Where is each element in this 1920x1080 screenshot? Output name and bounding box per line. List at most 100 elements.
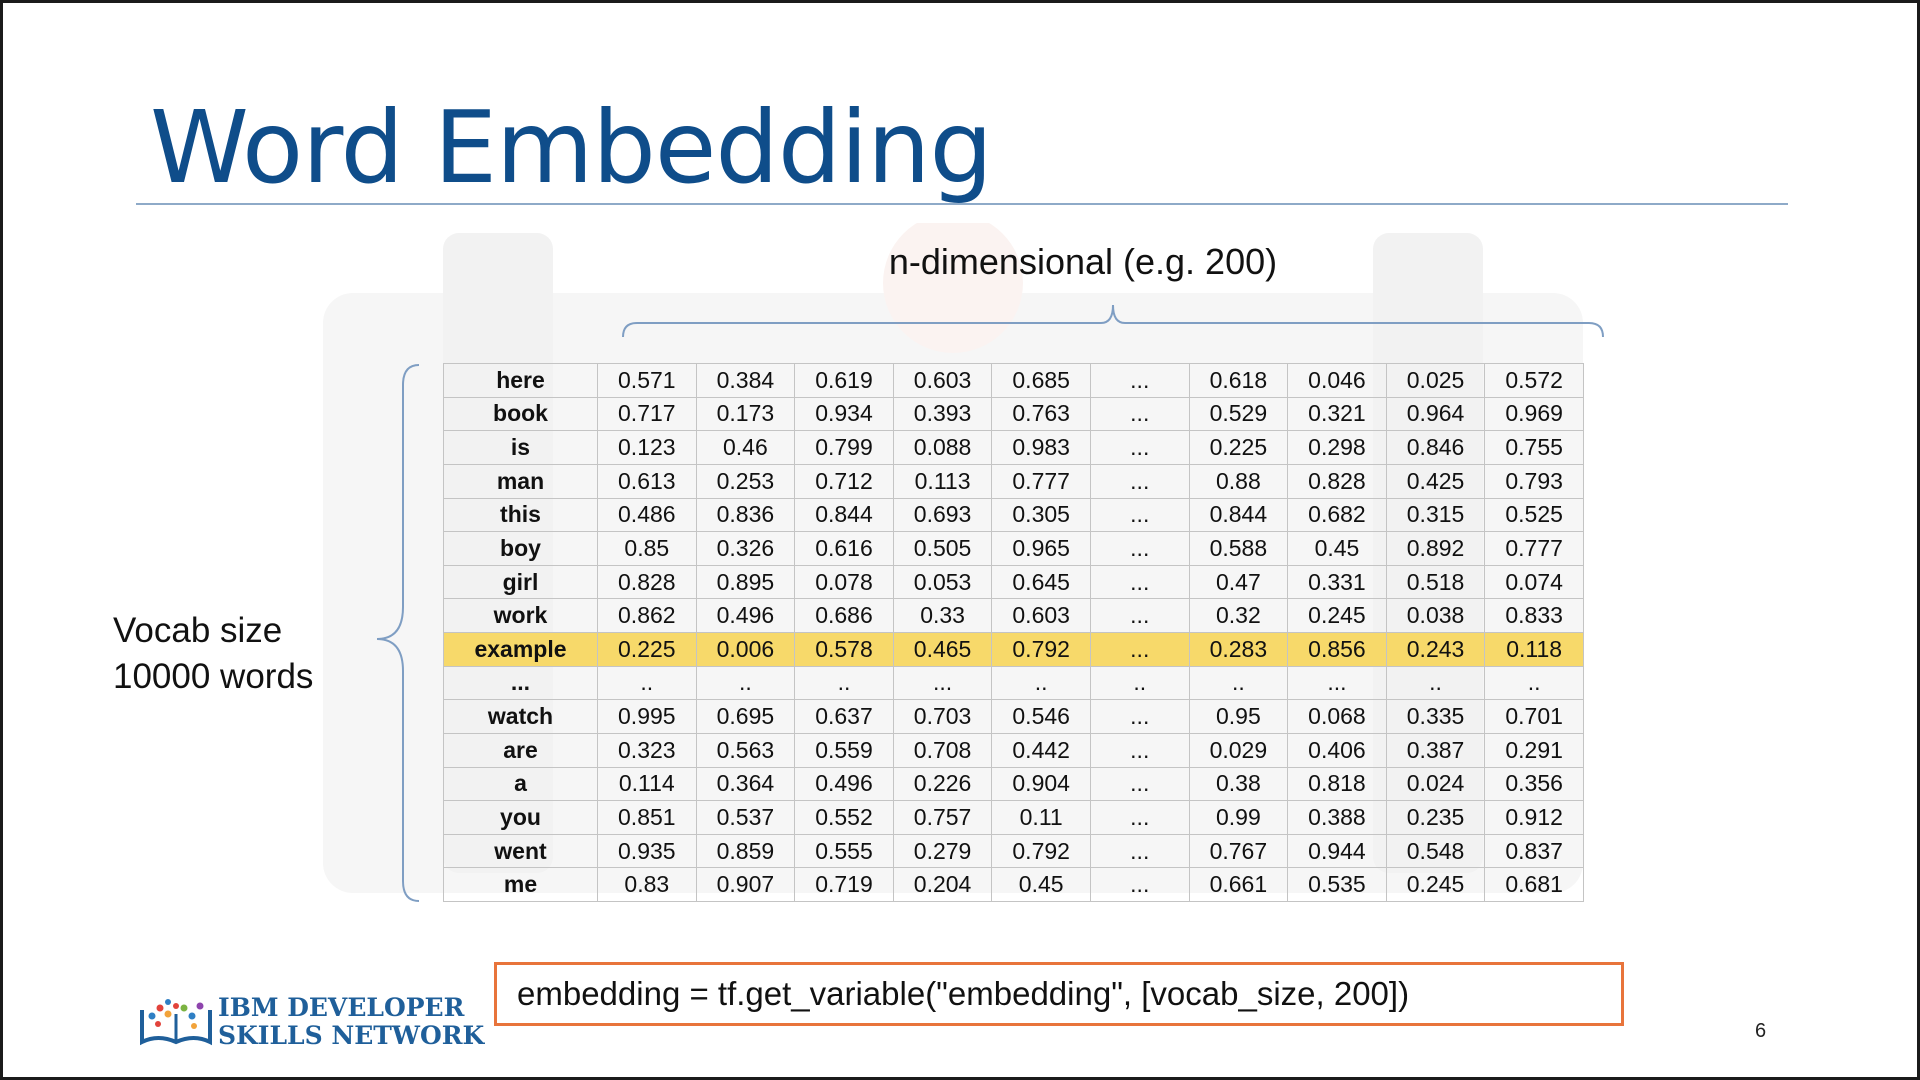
vector-value-cell: 0.799 <box>794 430 894 465</box>
vector-value-cell: ... <box>1089 430 1190 465</box>
vector-value-cell: 0.45 <box>991 867 1091 902</box>
vector-value-cell: ... <box>892 665 993 701</box>
vocab-count-line: 10000 words <box>113 657 314 696</box>
word-cell: you <box>443 800 598 835</box>
vector-value-cell: 0.298 <box>1287 430 1387 465</box>
vector-value-cell: 0.496 <box>794 766 894 802</box>
vector-value-cell: 0.245 <box>1385 867 1486 902</box>
vector-value-cell: ... <box>1089 497 1190 533</box>
vector-value-cell: 0.616 <box>794 531 894 566</box>
vector-value-cell: 0.393 <box>892 396 993 432</box>
vector-value-cell: 0.123 <box>597 430 697 465</box>
vector-value-cell: 0.892 <box>1385 531 1486 566</box>
vector-value-cell: 0.777 <box>991 463 1091 499</box>
vector-value-cell: 0.912 <box>1484 800 1584 835</box>
vector-value-cell: ... <box>1089 732 1190 768</box>
vector-value-cell: 0.695 <box>695 699 796 734</box>
code-snippet: embedding = tf.get_variable("embedding",… <box>517 975 1410 1012</box>
vector-value-cell: 0.969 <box>1484 396 1584 432</box>
vector-value-cell: 0.603 <box>991 598 1091 633</box>
vector-value-cell: ... <box>1089 463 1190 499</box>
vector-value-cell: 0.681 <box>1484 867 1584 902</box>
title-underline <box>136 203 1788 205</box>
word-cell: example <box>443 632 598 667</box>
vector-value-cell: 0.856 <box>1287 632 1387 667</box>
code-snippet-box: embedding = tf.get_variable("embedding",… <box>494 962 1624 1026</box>
table-row: you 0.851 0.537 0.552 0.757 0.11... 0.99 0.388 0… <box>443 800 1584 835</box>
vector-value-cell: 0.85 <box>597 531 697 566</box>
vector-value-cell: 0.578 <box>794 632 894 667</box>
table-row: man 0.613 0.253 0.712 0.113 0.777... 0.88 0.828… <box>443 463 1584 499</box>
table-row: this 0.486 0.836 0.844 0.693 0.305... 0.844 0.6… <box>443 497 1584 533</box>
word-cell: this <box>443 497 598 533</box>
vector-value-cell: 0.682 <box>1287 497 1387 533</box>
vector-value-cell: ... <box>1089 564 1190 600</box>
vector-value-cell: 0.326 <box>695 531 796 566</box>
vector-value-cell: 0.603 <box>892 363 993 398</box>
vector-value-cell: 0.571 <box>597 363 697 398</box>
word-cell: are <box>443 732 598 768</box>
vector-value-cell: ... <box>1089 598 1190 633</box>
vector-value-cell: .. <box>695 665 796 701</box>
vector-value-cell: 0.046 <box>1287 363 1387 398</box>
vector-value-cell: 0.388 <box>1287 800 1387 835</box>
vector-value-cell: 0.719 <box>794 867 894 902</box>
vertical-brace-icon <box>376 364 420 902</box>
vector-value-cell: 0.496 <box>695 598 796 633</box>
vector-value-cell: 0.053 <box>892 564 993 600</box>
table-row: me 0.83 0.907 0.719 0.204 0.45... 0.661 0.535 0.… <box>443 867 1584 902</box>
vector-value-cell: 0.505 <box>892 531 993 566</box>
table-row-highlighted: example 0.225 0.006 0.578 0.465 0.792... 0.283… <box>443 632 1584 667</box>
vector-value-cell: 0.619 <box>794 363 894 398</box>
word-cell: a <box>443 766 598 802</box>
vector-value-cell: 0.552 <box>794 800 894 835</box>
vector-value-cell: ... <box>1089 531 1190 566</box>
vector-value-cell: ... <box>1089 699 1190 734</box>
table-row: boy 0.85 0.326 0.616 0.505 0.965... 0.588 0.45 0… <box>443 531 1584 566</box>
vector-value-cell: 0.563 <box>695 732 796 768</box>
table-row: girl 0.828 0.895 0.078 0.053 0.645... 0.47 0.33… <box>443 564 1584 600</box>
table-row: watch 0.995 0.695 0.637 0.703 0.546... 0.95 0.0… <box>443 699 1584 734</box>
vector-value-cell: 0.895 <box>695 564 796 600</box>
vector-value-cell: 0.088 <box>892 430 993 465</box>
slide: Word Embedding n-dimensional (e.g. 200) … <box>3 3 1917 1077</box>
vector-value-cell: 0.693 <box>892 497 993 533</box>
vector-value-cell: ... <box>1089 833 1190 869</box>
vocab-size-label: Vocab size 10000 words <box>113 608 313 700</box>
vector-value-cell: ... <box>1089 396 1190 432</box>
horizontal-brace-icon <box>622 304 1604 338</box>
vector-value-cell: 0.387 <box>1385 732 1486 768</box>
vector-value-cell: 0.321 <box>1287 396 1387 432</box>
vector-value-cell: 0.114 <box>597 766 697 802</box>
vector-value-cell: ... <box>1089 800 1190 835</box>
vector-value-cell: 0.712 <box>794 463 894 499</box>
vector-value-cell: 0.225 <box>1188 430 1289 465</box>
word-cell: boy <box>443 531 598 566</box>
ibm-developer-skills-network-logo: IBM DEVELOPER SKILLS NETWORK <box>138 994 484 1053</box>
vector-value-cell: 0.024 <box>1385 766 1486 802</box>
word-cell: work <box>443 598 598 633</box>
vector-value-cell: 0.384 <box>695 363 796 398</box>
table-row: are 0.323 0.563 0.559 0.708 0.442... 0.029 0.40… <box>443 732 1584 768</box>
vocab-size-line: Vocab size <box>113 611 283 650</box>
vector-value-cell: 0.935 <box>597 833 697 869</box>
dimension-label: n-dimensional (e.g. 200) <box>888 241 1278 282</box>
vector-value-cell: 0.173 <box>695 396 796 432</box>
vector-value-cell: 0.934 <box>794 396 894 432</box>
vector-value-cell: 0.777 <box>1484 531 1584 566</box>
vector-value-cell: 0.618 <box>1188 363 1289 398</box>
table-row: ......................... <box>443 665 1584 701</box>
vector-value-cell: 0.99 <box>1188 800 1289 835</box>
vector-value-cell: .. <box>794 665 894 701</box>
word-cell: here <box>443 363 598 398</box>
vector-value-cell: 0.792 <box>991 833 1091 869</box>
vector-value-cell: 0.645 <box>991 564 1091 600</box>
vector-value-cell: .. <box>991 665 1091 701</box>
vector-value-cell: 0.588 <box>1188 531 1289 566</box>
vector-value-cell: 0.47 <box>1188 564 1289 600</box>
word-cell: went <box>443 833 598 869</box>
vector-value-cell: 0.613 <box>597 463 697 499</box>
vector-value-cell: 0.537 <box>695 800 796 835</box>
vector-value-cell: .. <box>1385 665 1486 701</box>
vector-value-cell: 0.763 <box>991 396 1091 432</box>
